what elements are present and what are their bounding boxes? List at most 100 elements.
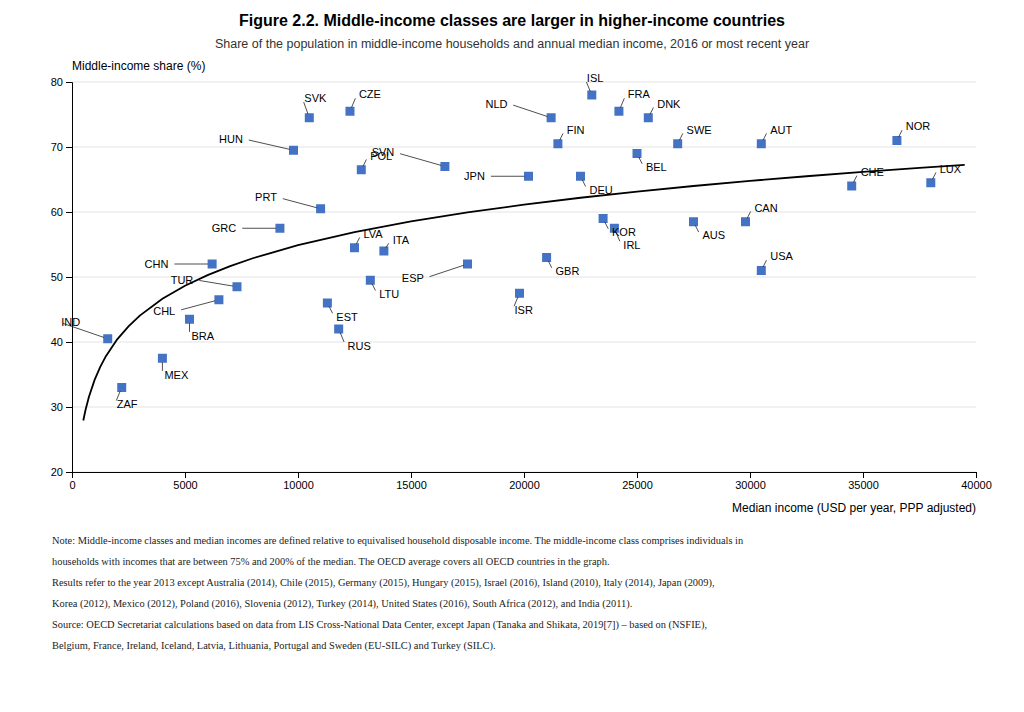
point (689, 217, 698, 226)
tick: 50 (51, 271, 72, 283)
point (334, 325, 343, 334)
point-label: CZE (359, 88, 381, 100)
point (547, 113, 556, 122)
point-label: DNK (657, 98, 681, 110)
point-labels: INDZAFMEXBRACHNCHLTURGRCPRTHUNSVKCZEESTR… (61, 72, 962, 410)
point-label: GBR (556, 265, 580, 277)
point-label: SVN (372, 146, 395, 158)
point-label: IND (61, 316, 80, 328)
tick-label: 15000 (396, 479, 427, 491)
point-label: DEU (589, 184, 612, 196)
point-label: MEX (164, 369, 189, 381)
point-label: LTU (379, 288, 399, 300)
point-label: LUX (940, 163, 962, 175)
point (350, 243, 359, 252)
tick-mark (66, 472, 72, 473)
tick-mark (66, 147, 72, 148)
leader-line (853, 176, 856, 183)
point-label: TUR (171, 274, 194, 286)
tick: 35000 (848, 472, 879, 491)
tick-label: 20000 (509, 479, 540, 491)
point-label: BEL (646, 161, 667, 173)
point (757, 266, 766, 275)
tick-label: 80 (51, 76, 63, 88)
point-label: SVK (304, 92, 327, 104)
point-label: JPN (464, 170, 485, 182)
tick: 10000 (283, 472, 314, 491)
tick-mark (298, 472, 299, 478)
tick-mark (863, 472, 864, 478)
leader-line (620, 98, 624, 107)
point (673, 139, 682, 148)
point-label: ITA (393, 234, 410, 246)
plot: 0 5000 10000 15000 20000 25000 30000 35000 40000… (51, 72, 992, 491)
point (741, 217, 750, 226)
point (158, 354, 167, 363)
point-label: CHN (145, 258, 169, 270)
subtitle: Share of the population in middle-income… (215, 37, 809, 51)
leader-line (400, 154, 441, 166)
tick-label: 10000 (283, 479, 314, 491)
grid (72, 82, 976, 472)
notes: Note: Middle-income classes and median i… (52, 535, 744, 652)
point (926, 178, 935, 187)
leader-line (650, 107, 653, 114)
grid-line (72, 212, 976, 213)
point (599, 214, 608, 223)
leader-line (199, 280, 233, 286)
grid-line (72, 147, 976, 148)
leader-line (329, 307, 332, 314)
leader-line (249, 140, 290, 149)
point (587, 91, 596, 100)
point (576, 172, 585, 181)
note: Source: OECD Secretariat calculations ba… (52, 619, 707, 631)
point (379, 247, 388, 256)
point-label: RUS (348, 340, 371, 352)
point (103, 334, 112, 343)
leader-line (372, 284, 375, 291)
point-label: ESP (402, 272, 424, 284)
point-label: ISL (587, 72, 604, 84)
tick-label: 0 (69, 479, 75, 491)
point (117, 383, 126, 392)
marks (83, 91, 964, 421)
tick-mark (976, 472, 977, 478)
leader-line (283, 199, 317, 208)
tick: 0 (69, 472, 75, 491)
tick: 25000 (622, 472, 653, 491)
leader-line (548, 261, 551, 268)
tick-label: 40000 (961, 479, 992, 491)
point (275, 224, 284, 233)
point (553, 139, 562, 148)
leader-line (352, 98, 356, 107)
leader-line (582, 180, 585, 187)
tick: 70 (51, 141, 72, 153)
leader-line (162, 362, 163, 371)
point-label: USA (770, 250, 793, 262)
grid-line (72, 407, 976, 408)
x-axis: 0 5000 10000 15000 20000 25000 30000 35000 40000 (69, 472, 991, 491)
point (214, 295, 223, 304)
point-label: PRT (255, 191, 277, 203)
point-label: HUN (219, 133, 243, 145)
point (515, 289, 524, 298)
point (614, 107, 623, 116)
tick-mark (66, 277, 72, 278)
tick-label: 30000 (735, 479, 766, 491)
tick-mark (185, 472, 186, 478)
point (357, 165, 366, 174)
leader-line (605, 222, 608, 229)
note: households with incomes that are between… (52, 556, 610, 567)
tick-label: 5000 (173, 479, 197, 491)
tick-label: 40 (51, 336, 63, 348)
point (892, 136, 901, 145)
point (644, 113, 653, 122)
tick: 80 (51, 76, 72, 88)
leader-line (639, 157, 642, 164)
leader-line (513, 105, 547, 116)
point (185, 315, 194, 324)
tick: 20 (51, 466, 72, 478)
title: Figure 2.2. Middle-income classes are la… (239, 12, 785, 29)
leader-line (181, 301, 215, 310)
point (757, 139, 766, 148)
